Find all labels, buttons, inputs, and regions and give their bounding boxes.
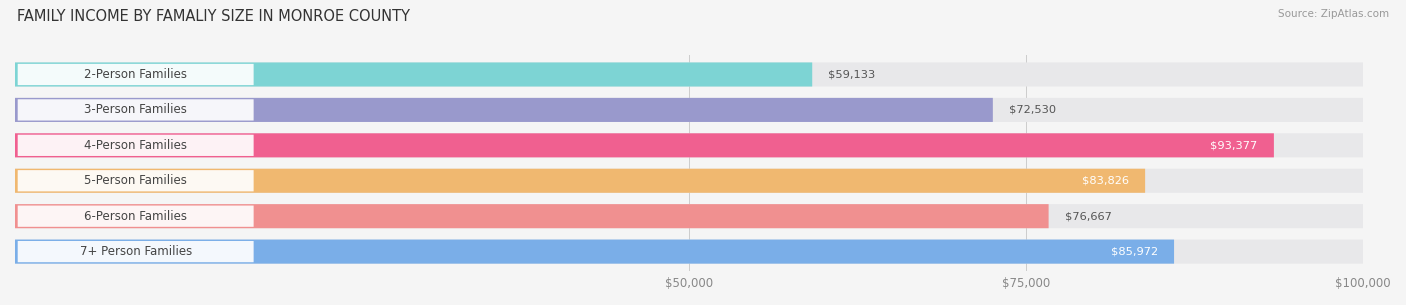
Text: $93,377: $93,377 — [1211, 140, 1258, 150]
Text: 2-Person Families: 2-Person Families — [84, 68, 187, 81]
FancyBboxPatch shape — [15, 239, 1174, 264]
FancyBboxPatch shape — [15, 133, 1274, 157]
Text: $76,667: $76,667 — [1064, 211, 1112, 221]
FancyBboxPatch shape — [15, 133, 1364, 157]
FancyBboxPatch shape — [15, 63, 1364, 87]
Text: 6-Person Families: 6-Person Families — [84, 210, 187, 223]
FancyBboxPatch shape — [15, 63, 813, 87]
Text: 3-Person Families: 3-Person Families — [84, 103, 187, 117]
FancyBboxPatch shape — [15, 169, 1144, 193]
Text: $85,972: $85,972 — [1111, 247, 1159, 257]
FancyBboxPatch shape — [18, 206, 253, 227]
FancyBboxPatch shape — [18, 64, 253, 85]
Text: FAMILY INCOME BY FAMALIY SIZE IN MONROE COUNTY: FAMILY INCOME BY FAMALIY SIZE IN MONROE … — [17, 9, 411, 24]
FancyBboxPatch shape — [15, 204, 1364, 228]
Text: $72,530: $72,530 — [1010, 105, 1056, 115]
FancyBboxPatch shape — [15, 98, 1364, 122]
FancyBboxPatch shape — [18, 241, 253, 262]
Text: 5-Person Families: 5-Person Families — [84, 174, 187, 187]
Text: Source: ZipAtlas.com: Source: ZipAtlas.com — [1278, 9, 1389, 19]
Text: $59,133: $59,133 — [828, 70, 876, 80]
Text: $83,826: $83,826 — [1083, 176, 1129, 186]
FancyBboxPatch shape — [15, 239, 1364, 264]
FancyBboxPatch shape — [15, 204, 1049, 228]
Text: 7+ Person Families: 7+ Person Families — [80, 245, 191, 258]
FancyBboxPatch shape — [15, 169, 1364, 193]
FancyBboxPatch shape — [15, 98, 993, 122]
FancyBboxPatch shape — [18, 135, 253, 156]
FancyBboxPatch shape — [18, 170, 253, 191]
FancyBboxPatch shape — [18, 99, 253, 120]
Text: 4-Person Families: 4-Person Families — [84, 139, 187, 152]
